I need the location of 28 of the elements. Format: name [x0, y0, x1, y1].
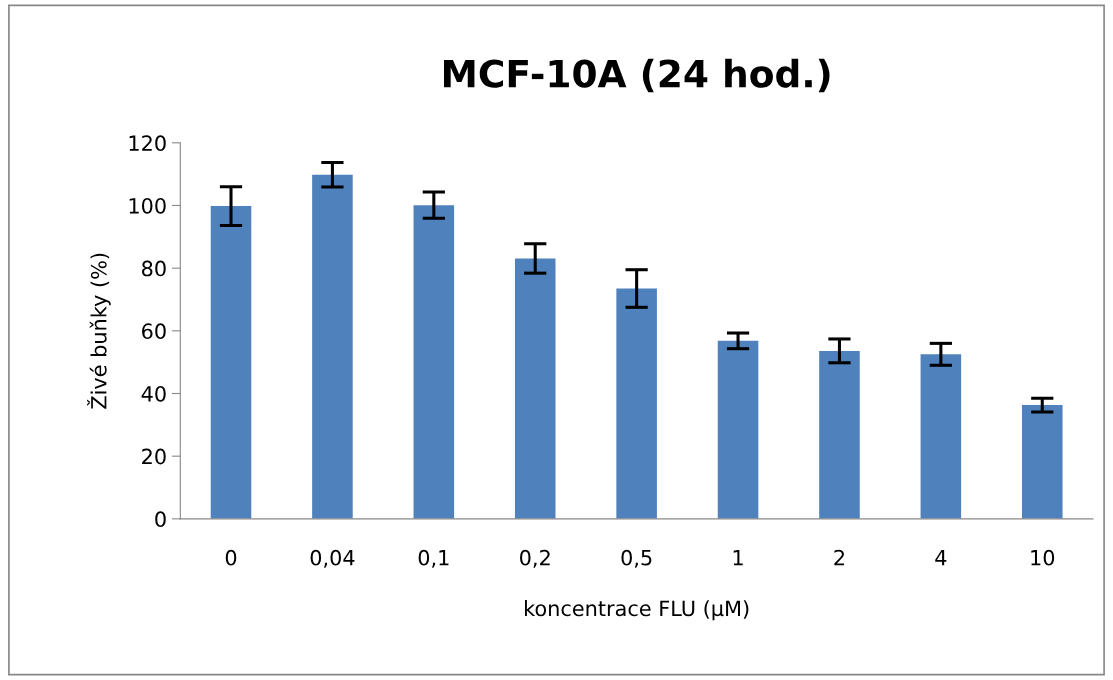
- y-tick-label: 80: [142, 260, 166, 277]
- x-tick-label: 0,2: [520, 549, 550, 568]
- y-tick-label: 20: [142, 448, 166, 465]
- y-tick-label: 40: [141, 385, 166, 402]
- bar: [616, 288, 657, 519]
- x-tick-label: 0: [225, 549, 237, 566]
- x-tick-label: 1: [733, 550, 743, 566]
- bar: [920, 354, 962, 519]
- x-tick-label: 2: [834, 549, 844, 566]
- bar: [514, 258, 556, 519]
- bar: [413, 205, 455, 519]
- bar: [312, 174, 353, 519]
- x-tick-label: 0,1: [418, 549, 449, 568]
- x-tick-label: 0,04: [310, 549, 355, 568]
- x-tick-label: 10: [1031, 549, 1055, 566]
- y-axis-title: Živé buňky (%): [87, 253, 111, 409]
- x-tick-label: 4: [935, 550, 947, 566]
- bar: [210, 206, 252, 519]
- x-tick-label: 0,5: [621, 549, 652, 568]
- chart-title: MCF-10A (24 hod.): [444, 58, 830, 93]
- bar: [717, 340, 759, 519]
- bar: [1021, 405, 1063, 519]
- y-tick-label: 0: [155, 511, 166, 528]
- y-tick-label: 100: [129, 197, 166, 214]
- x-axis-title: koncentrace FLU (µM): [525, 600, 749, 621]
- bar: [819, 350, 860, 519]
- y-tick-label: 120: [129, 135, 166, 152]
- y-tick-label: 60: [142, 323, 166, 340]
